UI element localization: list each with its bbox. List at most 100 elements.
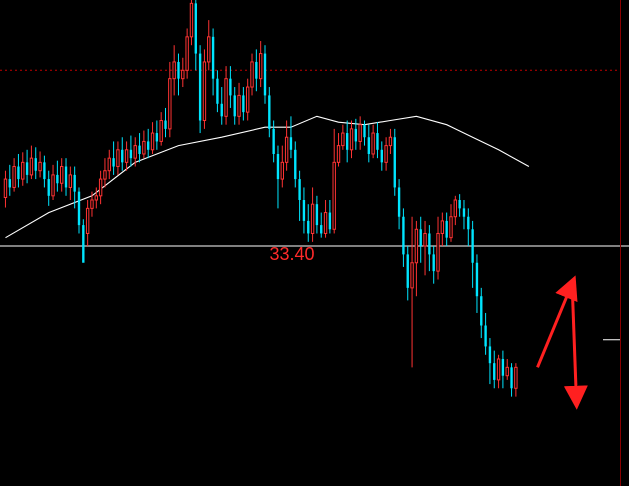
candle <box>302 187 306 234</box>
candle <box>150 122 155 154</box>
candle-body <box>480 296 483 326</box>
candle <box>107 149 111 180</box>
candle-body <box>471 229 474 263</box>
candle <box>388 128 393 154</box>
candle-body <box>159 120 163 142</box>
candles-layer <box>3 0 518 397</box>
candle <box>90 191 94 217</box>
candle <box>406 246 409 301</box>
candle-body <box>181 69 185 80</box>
candle-body <box>12 166 16 188</box>
candle <box>493 350 496 389</box>
candle-body <box>107 157 111 172</box>
candle-body <box>354 128 358 142</box>
candle <box>432 246 435 284</box>
candle <box>488 338 492 385</box>
candle-body <box>82 225 85 263</box>
candle <box>349 120 354 159</box>
candle <box>155 120 159 150</box>
candle <box>376 122 379 159</box>
candle-body <box>367 137 370 154</box>
candle-body <box>440 220 445 234</box>
candle <box>496 354 501 389</box>
candle-body <box>3 178 8 198</box>
candle-body <box>202 61 207 122</box>
candle <box>380 141 383 171</box>
candle-body <box>103 170 107 180</box>
candle-body <box>198 53 202 121</box>
candle <box>133 137 137 167</box>
candle-body <box>376 133 379 150</box>
candle-body <box>8 179 11 188</box>
candle <box>258 41 263 88</box>
candle-body <box>224 78 228 117</box>
candle <box>29 145 34 180</box>
candle-body <box>21 161 25 180</box>
candle <box>43 155 46 188</box>
candle-body <box>345 133 349 150</box>
candle <box>298 170 301 221</box>
candle-body <box>124 149 129 163</box>
candle-body <box>496 358 501 381</box>
candle <box>272 120 275 163</box>
candle-body <box>410 262 414 289</box>
candle-body <box>60 166 64 184</box>
candle <box>198 45 202 134</box>
candle-body <box>194 3 197 54</box>
candle <box>453 195 458 226</box>
candle <box>428 225 431 272</box>
candle-body <box>510 367 513 389</box>
candle-body <box>43 162 46 180</box>
candle-body <box>458 200 461 209</box>
candle-body <box>505 366 509 377</box>
candle <box>414 220 419 297</box>
candle-body <box>414 228 419 264</box>
candle <box>501 350 505 389</box>
candle <box>402 208 405 267</box>
candle-body <box>514 366 518 389</box>
candle-body <box>294 149 297 180</box>
candle-body <box>129 149 133 159</box>
candle-body <box>155 133 159 142</box>
candle-body <box>475 262 479 297</box>
candle <box>224 66 228 125</box>
candle-body <box>332 161 336 230</box>
candle <box>514 363 518 397</box>
candle <box>34 147 37 180</box>
candle-body <box>68 174 73 188</box>
candle <box>17 153 20 188</box>
candle-body <box>90 199 94 209</box>
candle <box>419 216 422 263</box>
candle <box>25 149 29 184</box>
candle-body <box>233 95 236 117</box>
candle-body <box>142 140 146 155</box>
candle <box>336 133 341 167</box>
candle <box>168 61 172 138</box>
candle <box>289 116 293 159</box>
candle <box>363 120 366 146</box>
candle <box>276 145 280 209</box>
candle-body <box>133 145 137 159</box>
candle-body <box>484 325 487 347</box>
candle-body <box>250 61 254 88</box>
candle <box>341 124 345 150</box>
projection-arrow <box>536 275 578 368</box>
candle <box>94 187 98 209</box>
candle <box>12 158 16 192</box>
candle-body <box>501 358 505 376</box>
candle <box>172 45 176 96</box>
candle <box>21 152 25 186</box>
candle <box>51 164 55 200</box>
candle-body <box>315 204 319 226</box>
candle <box>315 195 319 234</box>
right-side-panel <box>620 0 629 486</box>
candle <box>268 87 271 138</box>
candle <box>85 200 90 247</box>
moving-average-layer <box>5 115 530 239</box>
candle-body <box>276 153 280 180</box>
candle <box>358 116 362 150</box>
candle <box>505 358 509 380</box>
candle <box>116 141 120 175</box>
candle <box>242 87 245 121</box>
candle-body <box>73 174 76 192</box>
